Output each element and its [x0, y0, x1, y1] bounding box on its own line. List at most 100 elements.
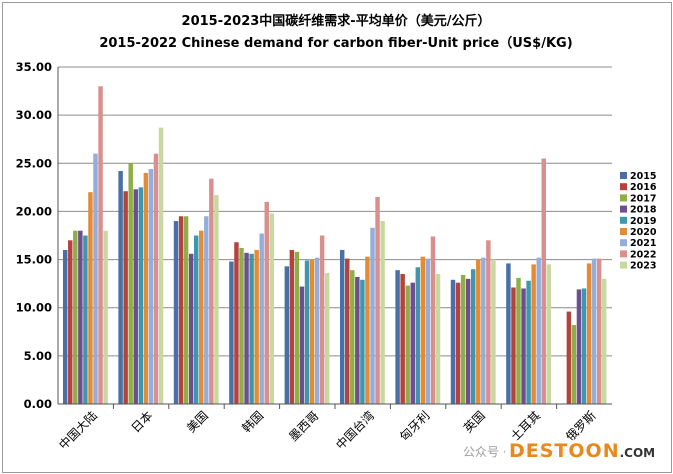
bar-2016-2 [178, 216, 184, 404]
bar-2019-3 [249, 253, 254, 404]
y-tick-label: 20.00 [16, 204, 52, 218]
bar-2020-4 [309, 259, 315, 404]
bar-2018-0 [78, 230, 83, 404]
bars [62, 86, 607, 404]
bar-2023-9 [601, 278, 607, 404]
bar-2017-7 [460, 274, 466, 404]
bar-2016-0 [68, 240, 73, 404]
bar-2018-1 [133, 189, 138, 404]
bar-2016-1 [123, 191, 128, 404]
bar-2021-9 [591, 258, 597, 404]
bar-2020-5 [365, 256, 370, 404]
chart-subtitle: 2015-2022 Chinese demand for carbon fibe… [99, 35, 572, 51]
y-tick-label: 35.00 [16, 60, 52, 74]
bar-2023-1 [158, 127, 164, 404]
y-tick-labels: 0.00 5.00 10.00 15.00 20.00 25.00 30.00 35.00 [16, 60, 52, 411]
bar-2016-6 [400, 274, 405, 404]
bar-2017-8 [516, 277, 521, 404]
y-tick-label: 25.00 [16, 156, 52, 170]
legend-label-2017: 2017 [630, 193, 656, 204]
bar-2015-3 [229, 261, 234, 404]
bar-2018-6 [410, 282, 415, 404]
bar-2021-2 [204, 216, 209, 404]
y-tick-label: 30.00 [16, 108, 52, 122]
bar-2023-6 [435, 274, 441, 404]
bar-2020-1 [143, 172, 149, 404]
bar-2022-9 [596, 258, 602, 404]
bar-2021-0 [93, 153, 98, 404]
bar-2023-2 [214, 195, 219, 404]
watermark-logo: DESTOON.COM [505, 440, 660, 462]
bar-2018-3 [244, 252, 249, 404]
bar-2022-5 [375, 196, 380, 404]
bar-2020-6 [420, 256, 426, 404]
legend-label-2023: 2023 [630, 261, 656, 272]
x-category-label: 日本 [129, 408, 156, 435]
bar-2019-4 [304, 260, 310, 404]
bar-2020-9 [586, 263, 592, 404]
bar-2020-8 [531, 264, 536, 404]
bar-2023-8 [546, 264, 552, 404]
legend-swatch-2017 [620, 194, 627, 202]
legend-swatch-2023 [620, 261, 627, 269]
bar-2019-9 [581, 288, 587, 404]
bar-2019-1 [138, 187, 144, 404]
legend-label-2015: 2015 [630, 171, 656, 182]
x-category-label: 美国 [184, 408, 211, 435]
bar-2017-4 [294, 251, 300, 404]
legend-label-2016: 2016 [630, 182, 657, 193]
bar-2017-9 [571, 325, 577, 404]
legend-label-2018: 2018 [630, 205, 657, 216]
bar-2015-5 [339, 249, 345, 404]
legend-label-2020: 2020 [630, 227, 657, 238]
bar-2022-0 [98, 86, 103, 404]
bar-2019-8 [526, 280, 531, 404]
bar-2016-7 [455, 282, 461, 404]
bar-2021-7 [481, 257, 486, 404]
bar-2015-8 [506, 263, 511, 404]
bar-2020-2 [199, 230, 204, 404]
legend-swatch-2019 [620, 216, 627, 224]
bar-2016-3 [234, 242, 239, 404]
axes [57, 67, 612, 409]
bar-2021-8 [536, 257, 541, 404]
bar-2022-6 [430, 236, 436, 404]
bar-2023-0 [103, 230, 108, 404]
x-category-label: 匈牙利 [397, 408, 432, 443]
bar-2016-9 [566, 311, 572, 404]
bar-2022-4 [319, 235, 325, 404]
bar-2023-4 [324, 273, 330, 404]
bar-2020-0 [88, 192, 93, 404]
bar-2020-7 [476, 259, 481, 404]
x-category-label: 英国 [461, 408, 488, 435]
bar-2015-4 [284, 266, 290, 404]
bar-2018-2 [188, 253, 194, 404]
bar-2017-1 [128, 163, 133, 404]
legend-swatch-2022 [620, 250, 627, 258]
y-tick-label: 5.00 [24, 349, 52, 363]
legend-label-2022: 2022 [630, 249, 656, 260]
bar-2022-2 [209, 178, 214, 404]
bar-2023-5 [380, 221, 385, 404]
legend-swatch-2020 [620, 228, 627, 235]
bar-2016-5 [345, 258, 350, 404]
bar-2022-3 [264, 201, 269, 404]
y-tick-label: 15.00 [16, 253, 52, 267]
bar-2015-2 [173, 221, 179, 404]
bar-2021-3 [259, 233, 264, 404]
bar-2021-6 [425, 258, 431, 404]
y-tick-label: 0.00 [24, 397, 52, 411]
bar-2015-6 [395, 270, 400, 404]
bar-2019-0 [83, 235, 88, 404]
x-category-label: 韩国 [239, 408, 267, 436]
bar-2023-3 [269, 213, 275, 404]
x-category-label: 墨西哥 [286, 408, 321, 443]
bar-2017-0 [73, 230, 78, 404]
bar-2019-7 [470, 269, 476, 404]
legend-swatch-2021 [620, 239, 627, 247]
bar-2015-0 [62, 249, 68, 404]
legend-label-2019: 2019 [630, 216, 656, 227]
